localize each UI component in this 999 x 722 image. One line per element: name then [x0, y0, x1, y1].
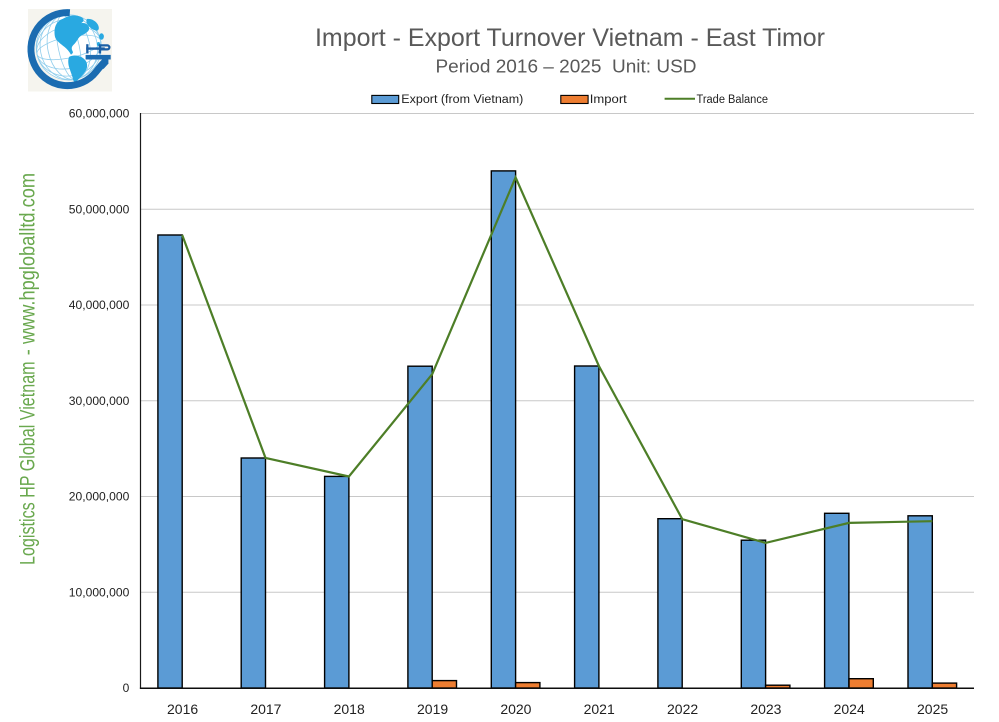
- svg-text:50,000,000: 50,000,000: [69, 202, 130, 216]
- svg-text:Import: Import: [590, 94, 628, 106]
- svg-text:40,000,000: 40,000,000: [69, 298, 130, 312]
- svg-text:Period 2016 – 2025 Unit: USD: Period 2016 – 2025 Unit: USD: [436, 55, 697, 76]
- svg-text:2021: 2021: [584, 701, 615, 717]
- svg-text:2022: 2022: [667, 701, 698, 717]
- svg-text:-: -: [17, 349, 40, 355]
- svg-text:2016: 2016: [167, 701, 198, 717]
- svg-text:Trade Balance: Trade Balance: [697, 94, 769, 106]
- svg-text:Logistics HP Global Vietnam: Logistics HP Global Vietnam: [17, 361, 40, 565]
- svg-text:20,000,000: 20,000,000: [69, 490, 130, 504]
- svg-text:2023: 2023: [750, 701, 781, 717]
- svg-text:2019: 2019: [417, 701, 448, 717]
- svg-text:60,000,000: 60,000,000: [69, 107, 130, 121]
- svg-text:www.hpgloballtd.com: www.hpgloballtd.com: [17, 173, 40, 345]
- svg-text:10,000,000: 10,000,000: [69, 585, 130, 599]
- svg-text:2025: 2025: [917, 701, 948, 717]
- svg-text:2024: 2024: [834, 701, 865, 717]
- svg-text:2020: 2020: [500, 701, 531, 717]
- svg-text:0: 0: [123, 681, 130, 695]
- svg-text:2017: 2017: [250, 701, 281, 717]
- svg-text:Export (from Vietnam): Export (from Vietnam): [401, 94, 523, 106]
- svg-text:30,000,000: 30,000,000: [69, 394, 130, 408]
- svg-text:Import - Export Turnover Vietn: Import - Export Turnover Vietnam - East …: [315, 24, 825, 52]
- svg-text:2018: 2018: [334, 701, 365, 717]
